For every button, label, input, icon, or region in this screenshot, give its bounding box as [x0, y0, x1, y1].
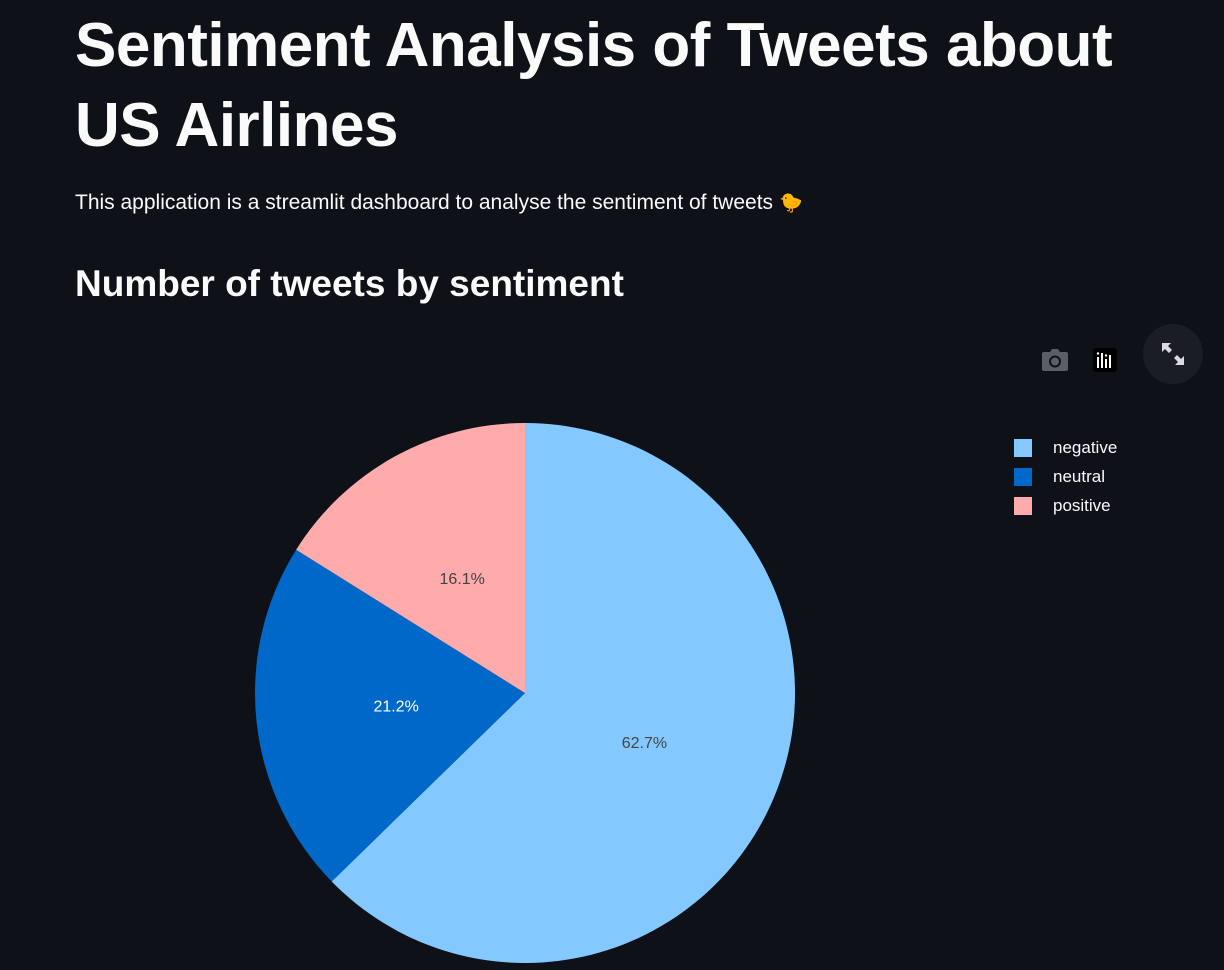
camera-icon[interactable] — [1040, 345, 1070, 375]
legend-item-negative[interactable]: negative — [1014, 433, 1117, 462]
pie-label-neutral: 21.2% — [373, 698, 418, 715]
pie-slice-neutral[interactable] — [255, 549, 525, 882]
legend-swatch-negative — [1014, 438, 1032, 457]
legend-label-neutral: neutral — [1053, 466, 1105, 486]
chart-legend: negative neutral positive — [1014, 433, 1117, 520]
legend-swatch-positive — [1014, 496, 1032, 515]
plotly-logo-icon[interactable] — [1090, 345, 1120, 375]
legend-label-negative: negative — [1053, 437, 1118, 457]
pie-slice-positive[interactable] — [296, 423, 525, 693]
chick-emoji-icon: 🐤 — [779, 193, 803, 214]
pie-slice-negative[interactable] — [331, 423, 795, 963]
intro-text: This application is a streamlit dashboar… — [75, 188, 803, 219]
legend-item-positive[interactable]: positive — [1014, 491, 1117, 520]
legend-swatch-neutral — [1014, 467, 1032, 486]
intro-label: This application is a streamlit dashboar… — [75, 191, 774, 214]
fullscreen-icon[interactable] — [1143, 324, 1203, 384]
pie-label-positive: 16.1% — [440, 571, 485, 588]
section-title: Number of tweets by sentiment — [75, 263, 624, 304]
legend-label-positive: positive — [1053, 495, 1111, 515]
pie-label-negative: 62.7% — [622, 735, 667, 752]
legend-item-neutral[interactable]: neutral — [1014, 462, 1117, 491]
page-title: Sentiment Analysis of Tweets about US Ai… — [75, 11, 1113, 160]
